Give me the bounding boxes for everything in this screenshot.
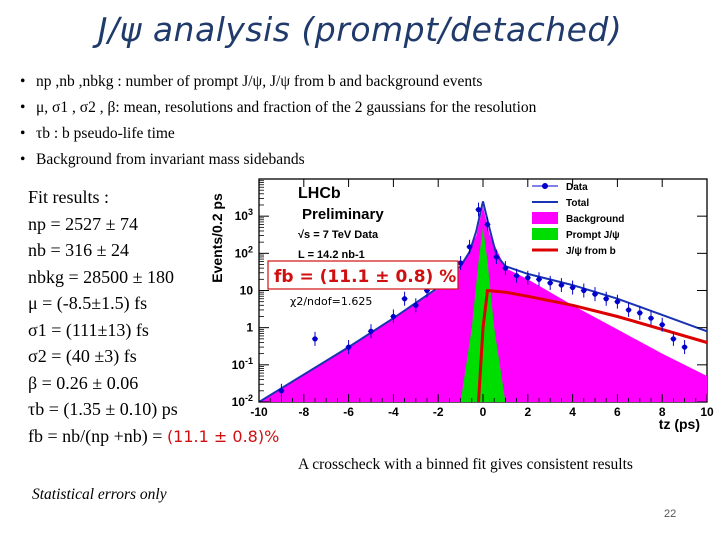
legend-label: Background <box>566 214 624 225</box>
data-point <box>346 344 352 350</box>
y-tick-label: 1 <box>246 321 253 335</box>
legend-label: J/ψ from b <box>566 246 616 257</box>
bullet-dot: • <box>20 151 26 168</box>
y-tick-label: 10 <box>240 284 254 298</box>
legend-label: Total <box>566 198 589 209</box>
data-point <box>493 254 500 260</box>
legend-marker-box <box>532 228 558 240</box>
data-point <box>413 302 419 308</box>
bullet-background: • Background from invariant mass sideband… <box>20 147 700 173</box>
fit-beta: β = 0.26 ± 0.06 <box>28 372 139 393</box>
data-point <box>659 322 665 328</box>
fit-sigma2: σ2 = (40 ±3) fs <box>28 346 137 366</box>
x-tick-label: -6 <box>343 405 354 419</box>
x-tick-label: 6 <box>614 405 621 419</box>
energy-label: √s = 7 TeV Data <box>298 229 379 241</box>
data-point <box>581 287 587 294</box>
fit-nbkg: nbkg = 28500 ± 180 <box>28 266 175 287</box>
fit-mu: μ = (-8.5±1.5) fs <box>28 293 148 313</box>
x-tick-label: 0 <box>480 405 487 419</box>
preliminary-label: Preliminary <box>302 206 384 223</box>
data-point <box>525 275 531 281</box>
legend-label: Prompt J/ψ <box>566 230 620 241</box>
bullet-text: μ, σ1 , σ2 , β: mean, resolutions and fr… <box>36 99 537 116</box>
x-axis-label: tz (ps) <box>659 416 700 432</box>
y-tick-label: 102 <box>235 244 253 260</box>
x-tick-label: 10 <box>700 405 714 419</box>
data-point <box>466 244 473 250</box>
x-tick-label: -8 <box>298 405 309 419</box>
data-point <box>637 310 643 316</box>
bullet-dot: • <box>20 99 26 116</box>
y-tick-label: 103 <box>235 207 253 223</box>
chi2-annotation: χ2/ndof=1.625 <box>290 295 372 308</box>
data-point <box>682 344 688 350</box>
data-point <box>614 299 620 305</box>
bullet-dot: • <box>20 73 26 90</box>
data-point <box>558 282 564 288</box>
fb-annotation: fb = (11.1 ± 0.8) % <box>274 267 456 287</box>
lumi-label: L = 14.2 nb-1 <box>298 249 365 261</box>
bullet-dot: • <box>20 125 26 142</box>
fit-header: Fit results : <box>28 187 110 207</box>
fit-fb-value: (11.1 ± 0.8)% <box>166 426 280 446</box>
plot-legend: Data Total Background Prompt J/ψ J/ψ from b <box>532 182 624 257</box>
legend-marker-box <box>532 212 558 224</box>
x-tick-label: -2 <box>433 405 444 419</box>
data-point <box>536 276 542 282</box>
data-point <box>502 265 508 271</box>
data-point <box>648 315 654 321</box>
fit-tau: τb = (1.35 ± 0.10) ps <box>28 399 178 419</box>
x-tick-label: 2 <box>524 405 531 419</box>
data-point <box>278 388 284 394</box>
data-point <box>592 291 598 297</box>
data-point <box>458 260 464 266</box>
crosscheck-note: A crosscheck with a binned fit gives con… <box>298 456 633 473</box>
legend-marker-data-dot <box>542 183 548 189</box>
y-tick-label: 10-1 <box>232 356 253 372</box>
slide-title: J/ψ analysis (prompt/detached) <box>97 10 623 49</box>
data-point <box>475 207 482 213</box>
x-tick-label: 4 <box>569 405 576 419</box>
bullet-list: • np ,nb ,nbkg : number of prompt J/ψ, J/… <box>20 69 700 173</box>
data-point <box>368 328 374 334</box>
data-point <box>390 313 396 320</box>
fit-results: Fit results : np = 2527 ± 74 nb = 316 ± … <box>28 184 279 449</box>
data-point <box>670 336 676 342</box>
lhcb-label: LHCb <box>298 185 341 202</box>
page-number: 22 <box>664 508 677 520</box>
bullet-text: np ,nb ,nbkg : number of prompt J/ψ, J/ψ… <box>36 73 483 90</box>
data-point <box>626 307 632 313</box>
prompt-area <box>460 227 506 402</box>
bullet-yields: • np ,nb ,nbkg : number of prompt J/ψ, J/… <box>20 69 700 95</box>
legend-label: Data <box>566 182 588 193</box>
data-point <box>484 221 491 228</box>
data-point <box>312 336 318 342</box>
data-point <box>514 273 520 279</box>
data-point <box>603 296 609 302</box>
fit-sigma1: σ1 = (111±13) fs <box>28 319 149 340</box>
bullet-resolution: • μ, σ1 , σ2 , β: mean, resolutions and f… <box>20 95 700 121</box>
data-point <box>547 280 553 286</box>
data-point <box>570 284 576 291</box>
x-tick-label: 8 <box>659 405 666 419</box>
fit-nb: nb = 316 ± 24 <box>28 240 130 260</box>
y-axis-label: Events/0.2 ps <box>209 193 225 283</box>
fb-box <box>267 260 459 290</box>
fromb-line <box>477 288 707 402</box>
fit-np: np = 2527 ± 74 <box>28 213 139 234</box>
bullet-text: τb : b pseudo-life time <box>36 125 175 142</box>
x-tick-label: -4 <box>388 405 399 419</box>
fit-fb: fb = nb/(np +nb) = (11.1 ± 0.8)% <box>28 423 279 450</box>
fit-fb-formula: fb = nb/(np +nb) = <box>28 425 167 446</box>
plot-curves <box>259 201 707 402</box>
bullet-lifetime: • τb : b pseudo-life time <box>20 121 700 147</box>
bullet-text: Background from invariant mass sidebands <box>36 151 305 168</box>
x-tick-label: -10 <box>250 405 268 419</box>
stat-errors-note: Statistical errors only <box>32 486 167 503</box>
data-point <box>402 296 408 302</box>
